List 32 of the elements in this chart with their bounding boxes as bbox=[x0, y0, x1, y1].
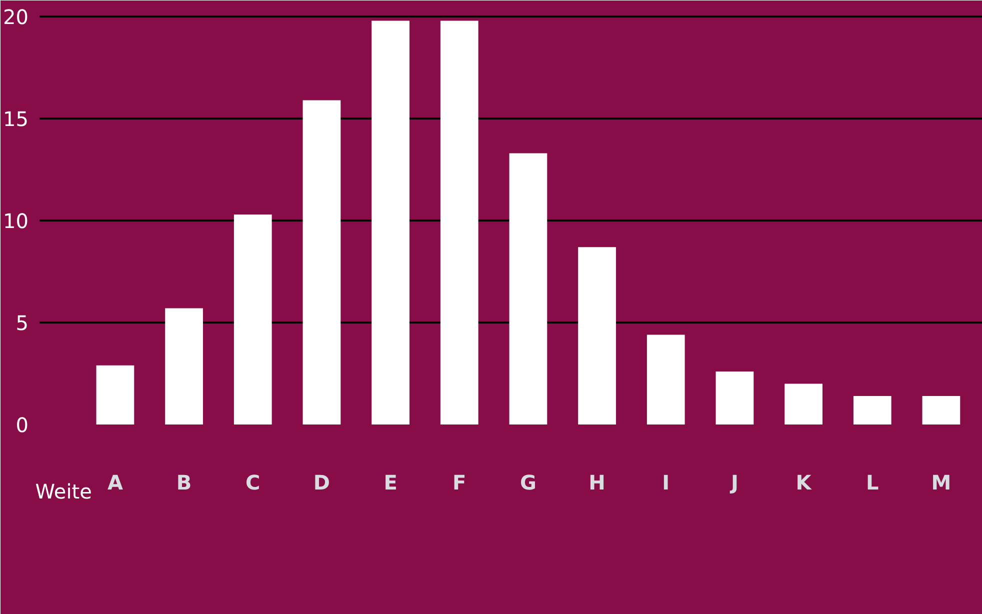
x-tick-label: C bbox=[246, 470, 260, 494]
x-tick-label: G bbox=[520, 470, 536, 494]
bar bbox=[509, 153, 548, 424]
x-tick-label: E bbox=[384, 470, 398, 494]
x-tick-label: A bbox=[107, 470, 124, 494]
x-tick-label: H bbox=[588, 470, 606, 494]
x-tick-label: J bbox=[728, 470, 738, 494]
y-tick-label: 0 bbox=[16, 413, 29, 437]
bar bbox=[440, 20, 478, 424]
x-tick-label: F bbox=[452, 470, 466, 494]
x-tick-label: M bbox=[931, 470, 952, 494]
x-tick-label: L bbox=[866, 470, 879, 494]
y-tick-label: 20 bbox=[3, 5, 29, 30]
y-tick-label: 15 bbox=[3, 107, 29, 132]
y-tick-label: 10 bbox=[3, 209, 29, 234]
bar bbox=[784, 384, 822, 424]
bar bbox=[302, 100, 341, 424]
x-tick-label: K bbox=[796, 470, 813, 494]
x-axis-title: Weite bbox=[35, 480, 92, 504]
bar bbox=[716, 371, 754, 424]
y-tick-label: 5 bbox=[16, 311, 29, 336]
bar bbox=[234, 214, 272, 424]
x-tick-label: D bbox=[313, 470, 330, 494]
bar bbox=[372, 20, 410, 424]
bar bbox=[165, 308, 203, 424]
x-tick-label: I bbox=[662, 470, 670, 494]
bar bbox=[96, 365, 134, 424]
bar bbox=[578, 247, 616, 424]
bar bbox=[922, 396, 960, 424]
x-tick-label: B bbox=[176, 470, 192, 494]
bar bbox=[853, 396, 892, 424]
bar bbox=[646, 334, 685, 424]
